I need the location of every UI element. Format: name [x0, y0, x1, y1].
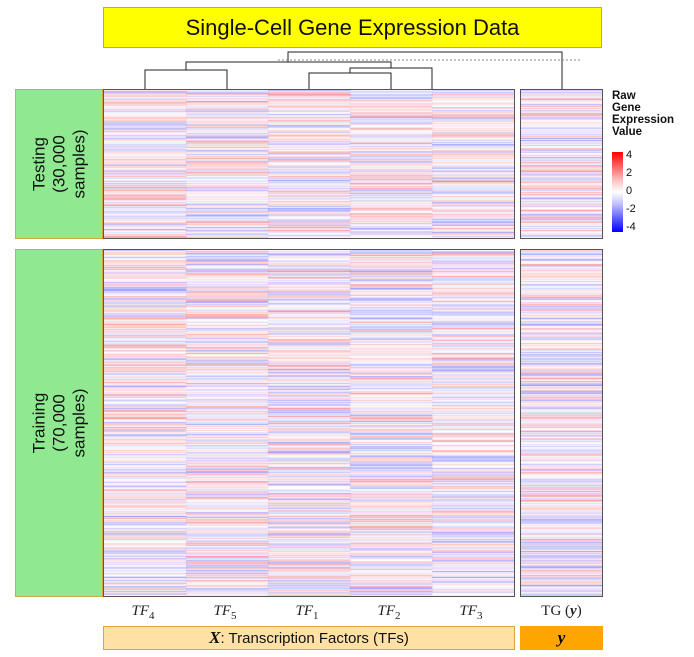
legend-tick: 4	[626, 149, 633, 161]
heatmap-training-tfs	[103, 249, 515, 597]
x-features-box: X: Transcription Factors (TFs)	[103, 626, 515, 650]
heatmap-canvas	[521, 250, 602, 596]
legend-tick: -4	[626, 221, 636, 233]
column-label-tf4: TF4	[131, 603, 155, 622]
dendrogram	[144, 51, 581, 90]
legend-tick: 0	[626, 185, 633, 197]
heatmap-testing-tg	[520, 89, 603, 239]
legend-color-bar	[612, 152, 623, 232]
x-description: : Transcription Factors (TFs)	[220, 629, 409, 647]
column-label-tf1: TF1	[295, 603, 319, 622]
dendrogram-link-tf4-tf5	[144, 69, 228, 90]
heatmap-canvas	[104, 250, 514, 596]
column-label-tf5: TF5	[213, 603, 237, 622]
heatmap-canvas	[104, 90, 514, 238]
testing-group-box: Testing (30,000 samples)	[15, 89, 103, 239]
heatmap-training-tg	[520, 249, 603, 597]
legend-tick: 2	[626, 167, 633, 179]
x-variable: X	[209, 628, 221, 647]
dendrogram-link-group-left	[185, 61, 392, 70]
column-label-tg: TG (y)	[541, 603, 582, 619]
dendrogram-link-root	[287, 51, 563, 90]
y-variable: y	[557, 628, 566, 647]
column-label-tf2: TF2	[377, 603, 401, 622]
column-label-tf3: TF3	[459, 603, 483, 622]
dendrogram-link-tf1-tf2	[308, 72, 392, 90]
training-group-box: Training (70,000 samples)	[15, 249, 103, 597]
chart-title: Single-Cell Gene Expression Data	[185, 14, 520, 40]
title-box: Single-Cell Gene Expression Data	[103, 7, 602, 48]
y-target-box: y	[520, 626, 603, 650]
heatmap-canvas	[521, 90, 602, 238]
legend-tick: -2	[626, 203, 636, 215]
heatmap-testing-tfs	[103, 89, 515, 239]
training-group-label: Training (70,000 samples)	[29, 388, 88, 458]
legend-title: Raw Gene Expression Value	[612, 90, 674, 138]
testing-group-label: Testing (30,000 samples)	[29, 129, 88, 199]
